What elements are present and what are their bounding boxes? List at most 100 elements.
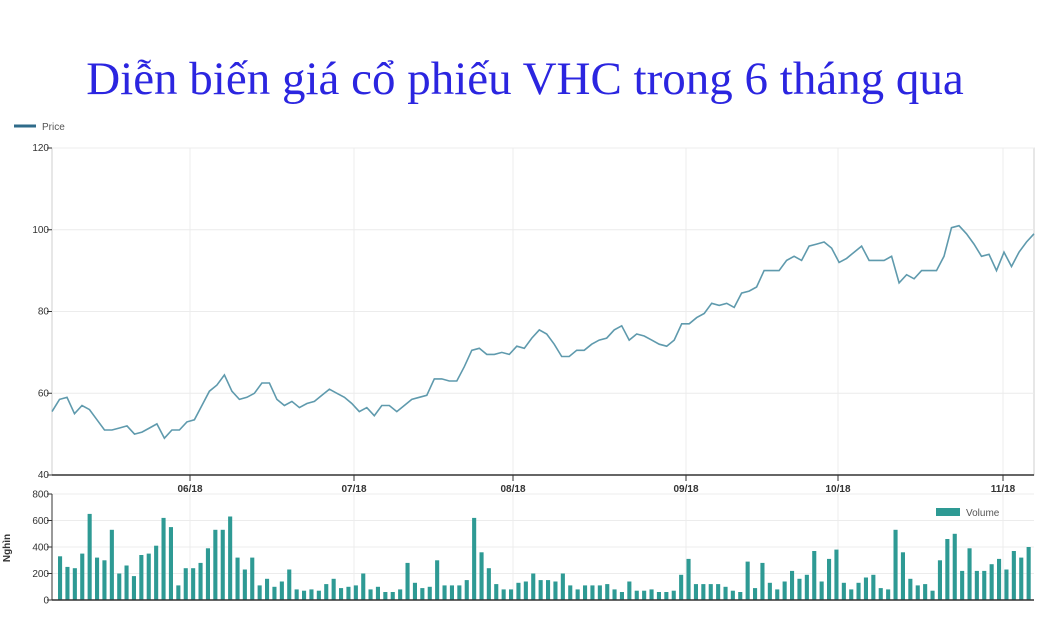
volume-bar [738,592,743,600]
price-x-tick-label: 06/18 [177,484,202,495]
volume-bar [974,570,979,600]
volume-bar [87,513,92,600]
volume-bar [205,548,210,600]
volume-bar [442,585,447,600]
price-x-tick-label: 11/18 [991,484,1016,495]
volume-bar [767,582,772,600]
volume-bar [109,529,114,600]
volume-bar [390,592,395,600]
volume-bar [804,574,809,600]
volume-bar [279,581,284,600]
volume-bar [405,562,410,600]
volume-bar [302,590,307,600]
volume-bar [989,564,994,600]
volume-bar [583,585,588,600]
volume-bar [937,560,942,601]
volume-bar [775,589,780,600]
volume-bar [834,549,839,600]
volume-bar [671,590,676,600]
volume-bar [213,529,218,600]
volume-bar [1019,557,1024,600]
volume-bar [597,585,602,600]
volume-bar [812,551,817,600]
volume-bar [176,585,181,600]
legend-volume-swatch [936,508,960,516]
volume-bar [161,517,166,600]
volume-bar [1004,569,1009,600]
volume-bar [479,552,484,600]
volume-bar [486,568,491,600]
volume-bar [287,569,292,600]
volume-bar [760,562,765,600]
volume-bar [131,576,136,600]
volume-bar [265,578,270,600]
volume-bar [590,585,595,600]
volume-y-label: Nghìn [2,534,13,562]
volume-bar [509,589,514,600]
volume-bar [745,561,750,600]
volume-bar [472,517,477,600]
volume-bar [656,592,661,600]
volume-bar [331,578,336,600]
volume-bar [701,584,706,600]
volume-bar [797,578,802,600]
volume-bar [782,581,787,600]
volume-bar [168,527,173,600]
volume-bar [908,578,913,600]
price-x-tick-label: 07/18 [341,484,366,495]
volume-bar [841,582,846,600]
volume-bar [375,586,380,601]
volume-bar [893,529,898,600]
volume-bar [316,590,321,600]
volume-bar [449,585,454,600]
volume-bar [790,570,795,600]
volume-bar [523,581,528,600]
volume-bar [353,585,358,600]
volume-bar [871,574,876,600]
volume-bar [346,586,351,601]
volume-bar [560,573,565,600]
volume-y-tick-label: 600 [32,516,49,527]
volume-bar [575,589,580,600]
volume-bar [324,584,329,600]
volume-bar [546,580,551,600]
volume-bar [309,589,314,600]
volume-y-tick-label: 800 [32,490,49,501]
price-x-tick-label: 08/18 [500,484,525,495]
volume-bar [427,586,432,601]
volume-bar [398,589,403,600]
volume-bar [753,588,758,600]
volume-bar [679,574,684,600]
volume-bar [191,568,196,600]
volume-bar [605,584,610,600]
volume-bar [642,590,647,600]
volume-bar [723,586,728,601]
volume-bar [80,553,85,600]
volume-bar [146,553,151,600]
volume-bar [242,569,247,600]
volume-bar [457,585,462,600]
volume-bar [619,592,624,600]
volume-bar [568,585,573,600]
volume-bar [183,568,188,600]
volume-bar [339,588,344,600]
volume-bar [1026,547,1031,600]
volume-bar [154,545,159,600]
volume-bar [368,589,373,600]
volume-bar [708,584,713,600]
volume-y-axis: 0 200 400 600 800 [32,490,53,607]
volume-bar [494,584,499,600]
volume-bar [952,533,957,601]
volume-bar [863,577,868,600]
volume-bar [235,557,240,600]
volume-bar [58,556,63,600]
volume-bar [72,568,77,600]
volume-bar [982,570,987,600]
legend-volume: Volume [936,508,1000,519]
volume-bar [923,584,928,600]
volume-bar [294,589,299,600]
legend-price-label: Price [42,122,65,133]
price-y-axis: 40 60 80 100 120 [32,143,52,481]
price-y-tick-label: 80 [38,307,50,318]
